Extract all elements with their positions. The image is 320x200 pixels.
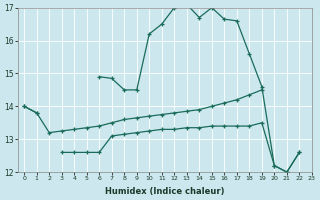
X-axis label: Humidex (Indice chaleur): Humidex (Indice chaleur) [105,187,225,196]
